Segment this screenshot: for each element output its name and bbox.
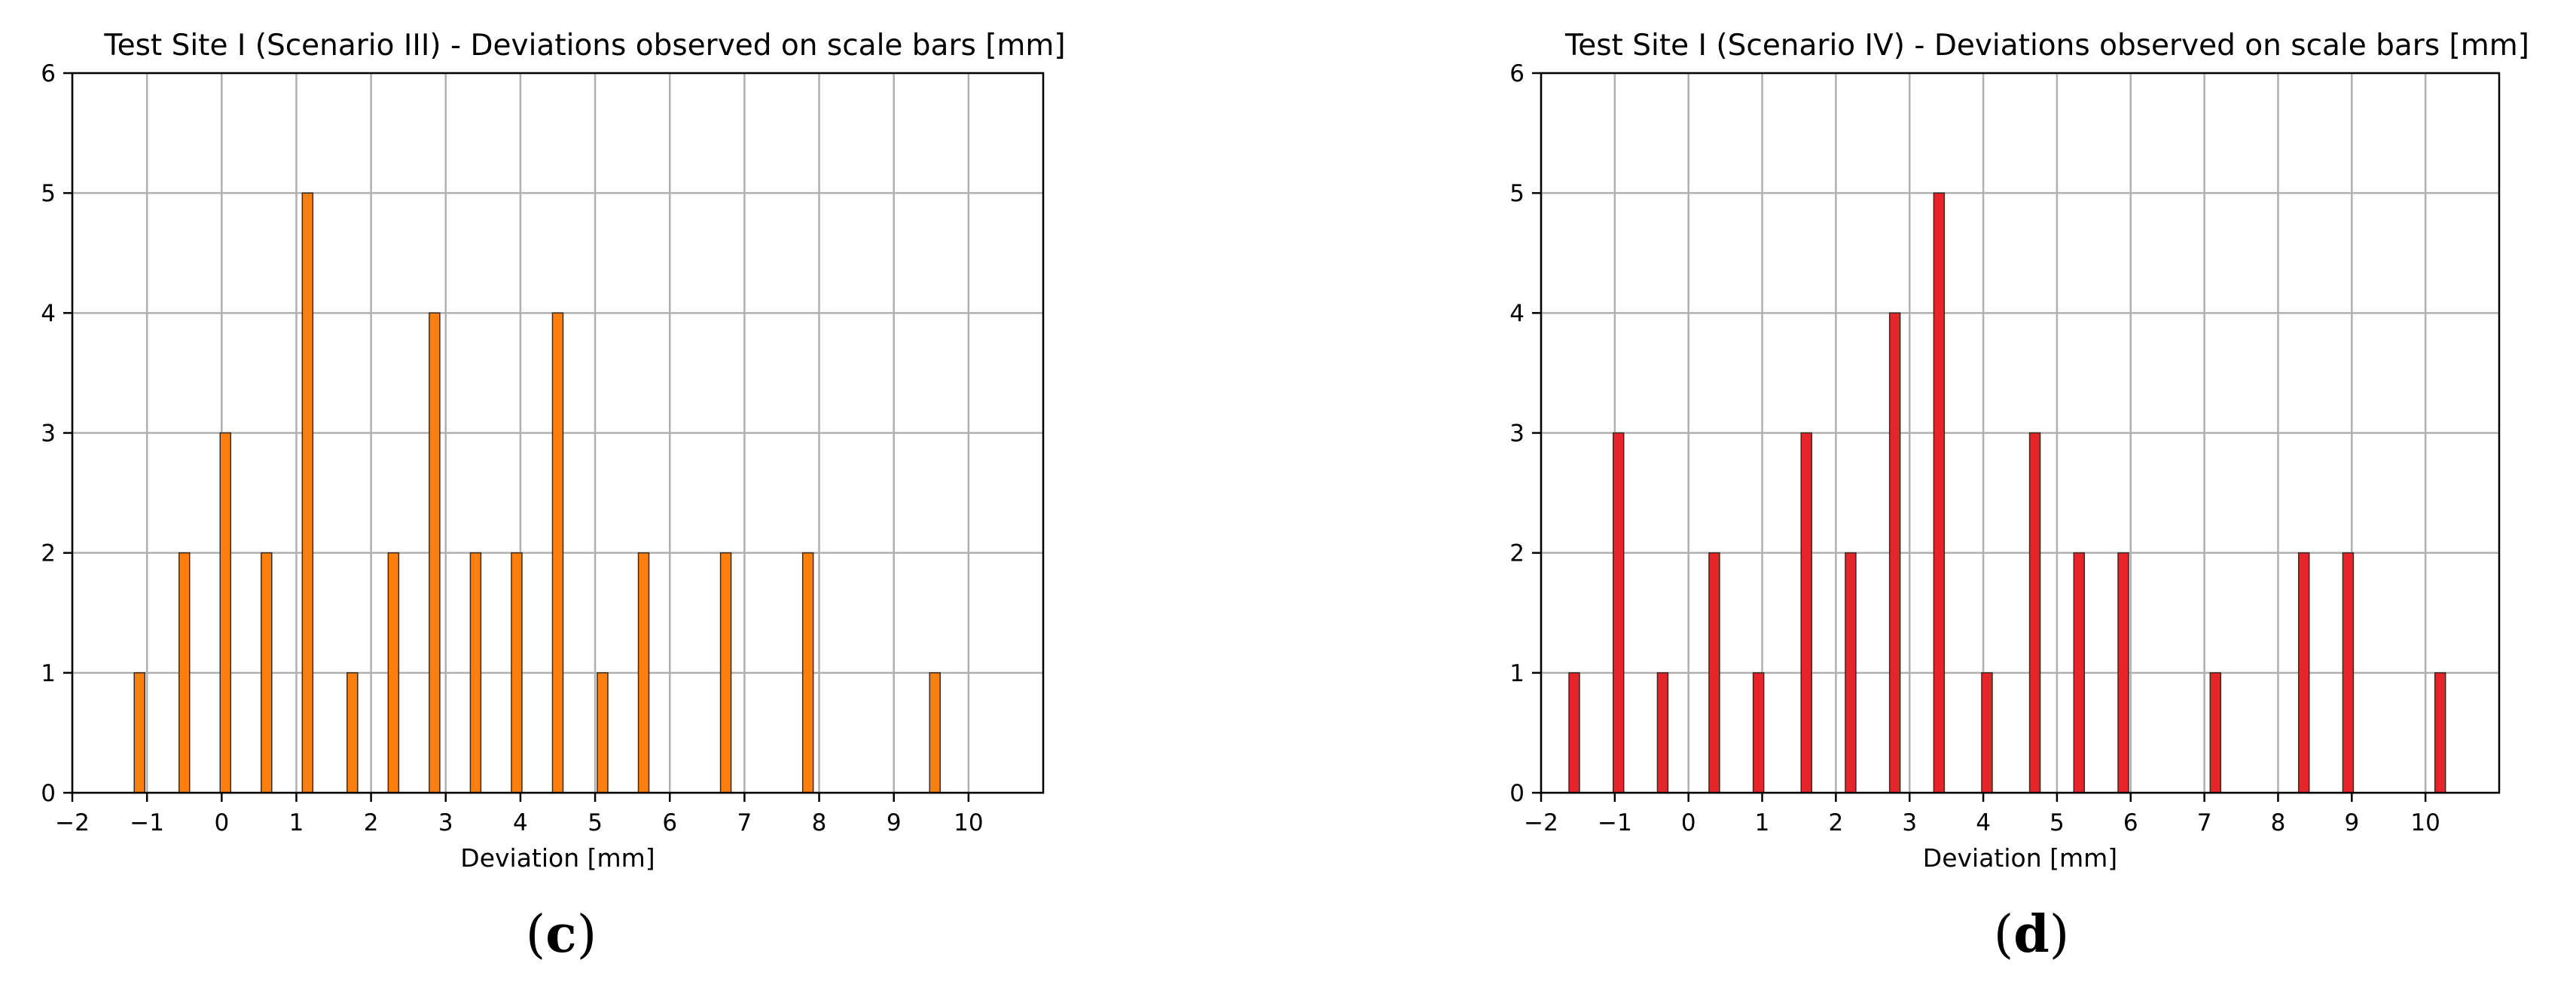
bar	[801, 552, 814, 794]
x-tick-label: 4	[513, 809, 528, 836]
x-tick-label: 4	[1976, 809, 1991, 836]
bar	[2342, 552, 2355, 794]
bar	[511, 552, 523, 794]
bar	[2028, 432, 2041, 794]
bar	[929, 672, 941, 794]
y-tick-label: 4	[1509, 300, 1525, 327]
panel-label-d: (d)	[1993, 904, 2070, 965]
x-tick-label: 3	[438, 809, 453, 836]
chart-1: −2 −1 0 1 2 3 4 5 6 7 8 9 10 0 1 2 3 4 5 6 Test Site I (Scen…	[1509, 29, 2529, 873]
x-tick-label: −1	[1598, 809, 1632, 836]
x-tick-label: 8	[2271, 809, 2286, 836]
bar	[597, 672, 609, 794]
bar	[1981, 672, 1993, 794]
x-tick-label: −2	[1524, 809, 1558, 836]
y-tick-label: 5	[1509, 180, 1525, 207]
x-tick-label: 7	[737, 809, 752, 836]
bar	[1933, 192, 1946, 794]
bar	[133, 672, 145, 794]
bar	[551, 312, 564, 794]
bar	[301, 192, 314, 794]
bar	[346, 672, 359, 794]
x-tick-label: 10	[954, 809, 983, 836]
y-tick-label: 2	[41, 540, 56, 567]
x-tick-label: 7	[2197, 809, 2212, 836]
bar	[1568, 672, 1580, 794]
x-tick-label: 9	[887, 809, 902, 836]
x-tick-label: −2	[55, 809, 90, 836]
bar	[219, 432, 232, 794]
bar	[1800, 432, 1812, 794]
x-axis-label: Deviation [mm]	[1923, 843, 2117, 873]
x-tick-label: −1	[130, 809, 164, 836]
x-tick-label: 1	[1755, 809, 1770, 836]
y-tick-label: 4	[41, 300, 56, 327]
chart-title: Test Site I (Scenario IV) - Deviations o…	[1564, 29, 2529, 63]
y-tick-label: 1	[1509, 660, 1525, 687]
x-axis-label: Deviation [mm]	[460, 843, 655, 873]
bar	[2297, 552, 2310, 794]
x-tick-label: 1	[289, 809, 304, 836]
bar	[1845, 552, 1857, 794]
bar	[719, 552, 732, 794]
x-tick-label: 5	[2050, 809, 2065, 836]
bar	[387, 552, 400, 794]
x-tick-label: 6	[662, 809, 677, 836]
panel-label-c: (c)	[525, 904, 597, 965]
bar	[178, 552, 191, 794]
x-tick-label: 10	[2410, 809, 2440, 836]
chart-title: Test Site I (Scenario III) - Deviations …	[103, 29, 1065, 63]
y-tick-label: 1	[41, 660, 56, 687]
y-tick-label: 3	[41, 421, 56, 448]
x-tick-label: 6	[2123, 809, 2138, 836]
x-tick-label: 9	[2344, 809, 2359, 836]
y-tick-label: 6	[1509, 60, 1525, 87]
bar	[1708, 552, 1720, 794]
x-tick-label: 0	[214, 809, 229, 836]
x-tick-label: 3	[1902, 809, 1917, 836]
y-tick-label: 0	[1509, 780, 1525, 807]
bar	[261, 552, 273, 794]
y-tick-label: 5	[41, 180, 56, 207]
x-tick-label: 0	[1681, 809, 1696, 836]
x-tick-label: 8	[812, 809, 827, 836]
bar	[1752, 672, 1765, 794]
y-tick-label: 2	[1509, 540, 1525, 567]
x-tick-label: 2	[1829, 809, 1844, 836]
y-tick-label: 3	[1509, 421, 1525, 448]
chart-0: −2 −1 0 1 2 3 4 5 6 7 8 9 10 0 1 2 3 4 5 6 Test Site I (Scen…	[41, 29, 1065, 873]
x-tick-label: 2	[364, 809, 379, 836]
bar	[1612, 432, 1625, 794]
bar	[637, 552, 650, 794]
x-tick-label: 5	[588, 809, 603, 836]
y-tick-label: 0	[41, 780, 56, 807]
y-tick-label: 6	[41, 60, 56, 87]
bar	[1656, 672, 1669, 794]
bar	[469, 552, 482, 794]
bar	[2209, 672, 2222, 794]
bar	[429, 312, 441, 794]
bar	[2073, 552, 2086, 794]
bar	[1888, 312, 1901, 794]
bar	[2117, 552, 2129, 794]
bar	[2434, 672, 2446, 794]
